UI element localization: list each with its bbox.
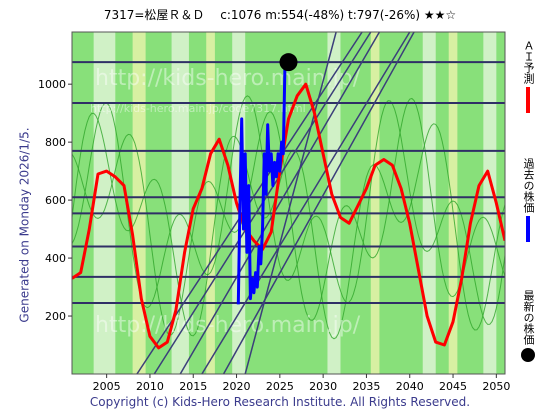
background-stripe [422,32,436,374]
latest-price-dot [279,53,298,72]
x-tick-label: 2040 [396,380,424,393]
x-tick-label: 2015 [179,380,207,393]
watermark-text: http://kids-hero.main.jp/ [95,66,361,91]
y-tick-label: 600 [45,194,66,207]
legend-latest: 最新の株価 [516,290,540,362]
x-tick-label: 2005 [93,380,121,393]
x-tick-label: 2020 [223,380,251,393]
y-tick-label: 800 [45,136,66,149]
trend-line [201,32,411,374]
copyright-footer: Copyright (c) Kids-Hero Research Institu… [89,395,471,409]
trend-line [222,32,415,374]
x-tick-label: 2010 [136,380,164,393]
legend-history-swatch [526,216,530,242]
generated-note: Generated on Monday 2026/1/5. [14,95,36,355]
legend-history-label: 過去の株価 [522,158,535,213]
y-tick-label: 1000 [38,78,66,91]
thin-oscillation-line [71,112,506,340]
watermark-layer: http://kids-hero.main.jp/http://kids-her… [90,66,361,338]
background-stripe [206,32,215,374]
legend-latest-dot [521,348,535,362]
trend-line [179,32,381,374]
chart-title: 7317=松屋Ｒ＆Ｄ c:1076 m:554(-48%) t:797(-26%… [103,8,457,22]
legend-prediction-label: ＡＩ予測 [522,40,535,84]
watermark-text: http://kids-hero.main.jp/code7317.html [90,102,306,115]
generated-note-text: Generated on Monday 2026/1/5. [18,127,33,323]
watermark-text: http://kids-hero.main.jp/ [95,313,361,338]
y-tick-label: 200 [45,310,66,323]
history-line [236,62,287,305]
legend-prediction: ＡＩ予測 [516,40,540,113]
background-stripe [370,32,380,374]
legend-prediction-swatch [526,87,530,113]
x-tick-label: 2035 [352,380,380,393]
legend-history: 過去の株価 [516,158,540,242]
background-stripe [448,32,458,374]
y-axis-ticks: 200 400 600 800 1000 [38,78,72,323]
background-stripe [483,32,497,374]
background-stripe [132,32,146,374]
legend-latest-label: 最新の株価 [522,290,535,345]
x-tick-label: 2025 [266,380,294,393]
x-tick-label: 2050 [482,380,510,393]
background-stripe [171,32,189,374]
trend-line [244,32,337,374]
x-tick-label: 2045 [439,380,467,393]
x-tick-label: 2030 [309,380,337,393]
plot-frame [71,31,506,375]
x-axis-ticks: 2005 2010 2015 2020 2025 2030 2035 2040 2045 2050 [93,374,510,393]
prediction-line [72,82,505,350]
y-tick-label: 400 [45,252,66,265]
thin-oscillation-line [71,97,506,336]
series-layer [72,53,505,350]
axes [71,31,506,375]
